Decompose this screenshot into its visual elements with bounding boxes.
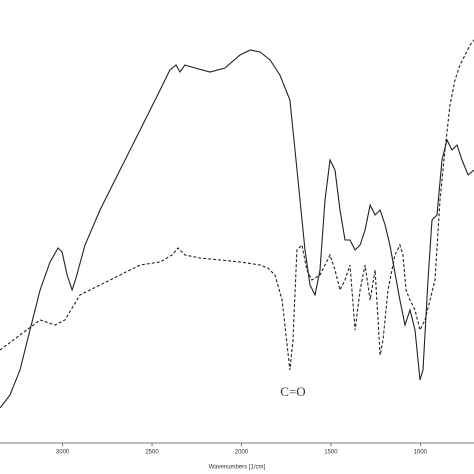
x-tick-label: 1500 <box>324 450 338 456</box>
x-tick-label: 2000 <box>235 450 249 456</box>
x-tick-label: 2500 <box>145 450 159 456</box>
annotation: C=O <box>280 384 305 399</box>
spectrum-line <box>0 39 474 371</box>
spectrum-line <box>0 49 474 409</box>
x-axis-label: Wavenumbers [1/cm] <box>209 465 266 471</box>
x-tick-label: 3000 <box>56 450 70 456</box>
x-tick-label: 1000 <box>414 450 428 456</box>
